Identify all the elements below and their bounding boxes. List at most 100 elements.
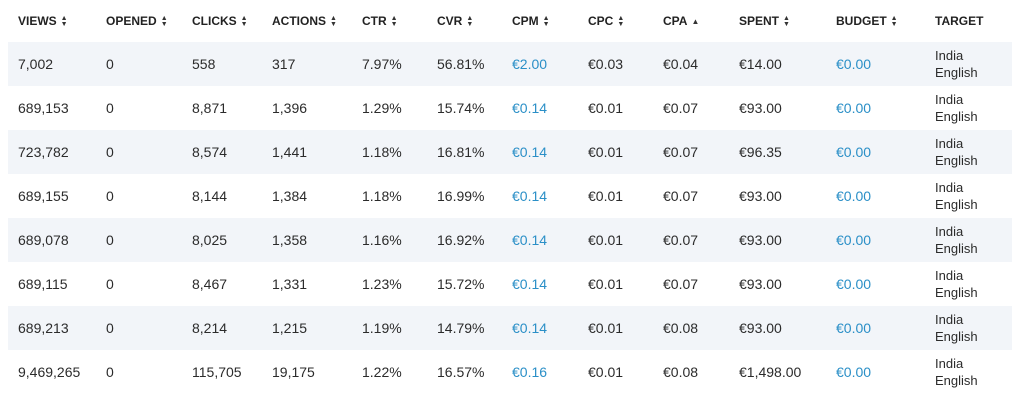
cell-cpc: €0.01 — [578, 218, 653, 262]
sort-both-icon[interactable]: ▲ ▼ — [60, 14, 68, 28]
cell-budget[interactable]: €0.00 — [836, 188, 872, 204]
target-country: India — [935, 48, 964, 63]
table-row: 7,002 0 558 317 7.97% 56.81% €2.00 €0.03 €0.04 €1… — [8, 42, 1012, 86]
sort-both-icon[interactable]: ▲ ▼ — [390, 14, 398, 28]
cell-opened: 0 — [96, 42, 182, 86]
cell-target: India English — [925, 130, 1012, 174]
cell-cpm[interactable]: €0.14 — [502, 306, 578, 350]
cell-clicks: 8,467 — [192, 276, 228, 292]
sort-both-icon[interactable]: ▲ ▼ — [466, 14, 474, 28]
cell-spent: €96.35 — [729, 130, 826, 174]
cell-cpm[interactable]: €0.14 — [502, 130, 578, 174]
table-row: 689,115 0 8,467 1,331 1.23% 15.72% €0.14 €0.01 €… — [8, 262, 1012, 306]
cell-cpc: €0.01 — [588, 188, 624, 204]
table-body: 7,002 0 558 317 7.97% 56.81% €2.00 €0.03 €0.04 €1… — [8, 42, 1012, 394]
column-header-views[interactable]: VIEWS ▲ ▼ — [8, 0, 96, 42]
column-header-label: BUDGET — [836, 14, 887, 28]
sort-ascending-icon[interactable]: ▲ — [691, 16, 700, 26]
column-header-opened[interactable]: OPENED ▲ ▼ — [96, 0, 182, 42]
cell-cpm[interactable]: €0.14 — [512, 188, 548, 204]
column-header-cpc[interactable]: CPC ▲ ▼ — [578, 0, 653, 42]
sort-both-icon[interactable]: ▲ ▼ — [240, 14, 248, 28]
cell-clicks: 8,574 — [182, 130, 262, 174]
table-row: 689,153 0 8,871 1,396 1.29% 15.74% €0.14 €0.01 €… — [8, 86, 1012, 130]
cell-cvr: 15.74% — [437, 100, 485, 116]
cell-cvr: 15.72% — [437, 276, 485, 292]
target-country: India — [935, 180, 964, 195]
cell-budget[interactable]: €0.00 — [836, 364, 872, 380]
table-row: 689,078 0 8,025 1,358 1.16% 16.92% €0.14 €0.01 €… — [8, 218, 1012, 262]
column-header-cpm[interactable]: CPM ▲ ▼ — [502, 0, 578, 42]
cell-actions: 317 — [262, 42, 352, 86]
cell-ctr: 1.18% — [362, 188, 402, 204]
cell-cpm[interactable]: €0.14 — [512, 100, 548, 116]
cell-cpm[interactable]: €2.00 — [502, 42, 578, 86]
table-row: 689,213 0 8,214 1,215 1.19% 14.79% €0.14 €0.01 €… — [8, 306, 1012, 350]
sort-both-icon[interactable]: ▲ ▼ — [542, 14, 550, 28]
cell-opened: 0 — [106, 100, 114, 116]
column-header-actions[interactable]: ACTIONS ▲ ▼ — [262, 0, 352, 42]
cell-cpm[interactable]: €0.14 — [512, 276, 548, 292]
cell-views: 689,153 — [18, 100, 69, 116]
table-row: 723,782 0 8,574 1,441 1.18% 16.81% €0.14 €0.01 €… — [8, 130, 1012, 174]
target-language: English — [935, 241, 978, 256]
cell-opened: 0 — [106, 276, 114, 292]
cell-cpa: €0.07 — [663, 100, 699, 116]
target-language: English — [935, 329, 978, 344]
column-header-clicks[interactable]: CLICKS ▲ ▼ — [182, 0, 262, 42]
cell-ctr: 1.22% — [362, 364, 402, 380]
cell-cvr: 14.79% — [427, 306, 502, 350]
cell-views: 7,002 — [8, 42, 96, 86]
cell-ctr: 1.19% — [352, 306, 427, 350]
column-header-target: TARGET — [925, 0, 1012, 42]
sort-both-icon[interactable]: ▲ ▼ — [890, 14, 898, 28]
target-country: India — [935, 92, 964, 107]
cell-cpm[interactable]: €0.14 — [502, 218, 578, 262]
cell-target: India English — [925, 350, 1012, 394]
cell-views: 689,213 — [8, 306, 96, 350]
cell-budget[interactable]: €0.00 — [826, 306, 925, 350]
cell-clicks: 558 — [182, 42, 262, 86]
cell-budget[interactable]: €0.00 — [826, 218, 925, 262]
sort-both-icon[interactable]: ▲ ▼ — [783, 14, 790, 28]
column-header-label: CVR — [437, 14, 463, 28]
cell-cpa: €0.07 — [653, 218, 729, 262]
cell-views: 689,155 — [18, 188, 69, 204]
cell-opened: 0 — [106, 188, 114, 204]
sort-both-icon[interactable]: ▲ ▼ — [617, 14, 625, 28]
column-header-cpa[interactable]: CPA ▲ — [653, 0, 729, 42]
target-language: English — [935, 65, 978, 80]
cell-target: India English — [925, 174, 1012, 218]
cell-target: India English — [925, 42, 1012, 86]
cell-budget[interactable]: €0.00 — [836, 276, 872, 292]
campaign-stats-table: VIEWS ▲ ▼ OPENED ▲ ▼ CLICKS ▲ ▼ ACTIONS ▲ ▼ CTR ▲ ▼ CVR… — [8, 0, 1012, 394]
target-country: India — [935, 224, 964, 239]
column-header-label: ACTIONS — [272, 14, 326, 28]
column-header-label: CLICKS — [192, 14, 237, 28]
cell-cpc: €0.03 — [578, 42, 653, 86]
cell-actions: 1,358 — [262, 218, 352, 262]
column-header-cvr[interactable]: CVR ▲ ▼ — [427, 0, 502, 42]
column-header-label: TARGET — [935, 14, 984, 28]
sort-both-icon[interactable]: ▲ ▼ — [160, 14, 168, 28]
cell-budget[interactable]: €0.00 — [826, 130, 925, 174]
cell-budget[interactable]: €0.00 — [836, 100, 872, 116]
target-language: English — [935, 109, 978, 124]
sort-both-icon[interactable]: ▲ ▼ — [330, 14, 337, 28]
column-header-spent[interactable]: SPENT ▲ ▼ — [729, 0, 826, 42]
cell-cpm[interactable]: €0.16 — [512, 364, 548, 380]
cell-cpc: €0.01 — [588, 364, 624, 380]
cell-cpa: €0.04 — [653, 42, 729, 86]
cell-views: 689,115 — [18, 276, 68, 292]
target-country: India — [935, 136, 964, 151]
cell-budget[interactable]: €0.00 — [826, 42, 925, 86]
cell-ctr: 1.16% — [352, 218, 427, 262]
campaign-stats-table-wrapper: VIEWS ▲ ▼ OPENED ▲ ▼ CLICKS ▲ ▼ ACTIONS ▲ ▼ CTR ▲ ▼ CVR… — [8, 0, 1012, 394]
target-language: English — [935, 153, 978, 168]
column-header-budget[interactable]: BUDGET ▲ ▼ — [826, 0, 925, 42]
cell-ctr: 1.29% — [362, 100, 402, 116]
column-header-ctr[interactable]: CTR ▲ ▼ — [352, 0, 427, 42]
cell-opened: 0 — [96, 130, 182, 174]
column-header-label: OPENED — [106, 14, 157, 28]
cell-cpc: €0.01 — [588, 100, 624, 116]
